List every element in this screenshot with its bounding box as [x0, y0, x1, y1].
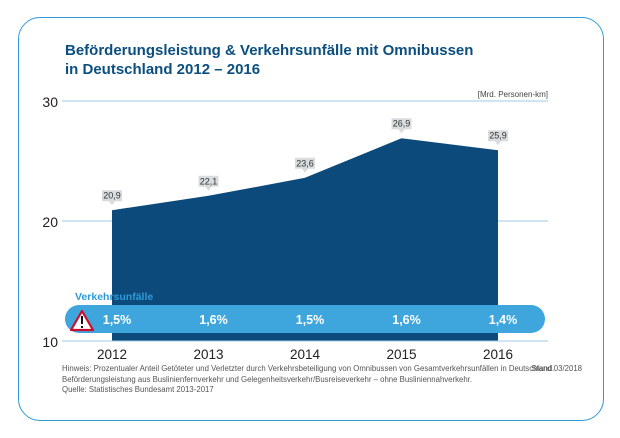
accident-band-bar: [65, 305, 545, 333]
x-tick-2013: 2013: [193, 347, 223, 362]
y-tick-10: 10: [42, 334, 58, 350]
x-tick-2015: 2015: [386, 347, 416, 362]
accident-band-label: Verkehrsunfälle: [75, 291, 153, 303]
accident-band: 1,5% 1,6% 1,5% 1,6% 1,4%: [65, 305, 545, 333]
value-label-2014: 23,6: [295, 157, 315, 173]
y-axis: 10 20 30: [42, 94, 58, 350]
value-label-bg: [488, 130, 508, 146]
value-label-bg: [102, 190, 122, 206]
value-label-2013: 22,1: [198, 175, 219, 191]
warning-mark: [81, 316, 83, 324]
chart-title-line-1: Beförderungsleistung & Verkehrsunfälle m…: [65, 42, 474, 59]
value-label-2015: 26,9: [391, 118, 412, 134]
value-label-text: 26,9: [393, 119, 411, 129]
x-tick-2012: 2012: [97, 347, 127, 362]
note-line-3: Quelle: Statistisches Bundesamt 2013-201…: [62, 385, 214, 394]
x-axis: 2012 2013 2014 2015 2016: [62, 340, 548, 362]
accident-pct-2015: 1,6%: [392, 313, 421, 327]
y-tick-30: 30: [42, 94, 58, 110]
y-tick-20: 20: [42, 214, 58, 230]
note-line-1: Hinweis: Prozentualer Anteil Getöteter u…: [62, 364, 555, 373]
value-label-text: 25,9: [489, 131, 507, 141]
unit-label: [Mrd. Personen-km]: [478, 90, 548, 99]
accident-pct-2013: 1,6%: [199, 313, 228, 327]
note-line-2: Beförderungsleistung aus Buslinienfernve…: [62, 374, 473, 384]
accident-pct-2016: 1,4%: [489, 313, 518, 327]
value-label-bg: [391, 118, 412, 134]
chart-title: Beförderungsleistung & Verkehrsunfälle m…: [65, 41, 473, 79]
x-tick-2014: 2014: [290, 347, 321, 362]
warning-dot: [81, 326, 83, 328]
value-labels: 20,9 22,1 23,6 26,9 25,9: [102, 118, 508, 206]
accident-pct-2012: 1,5%: [103, 313, 132, 327]
value-label-bg: [198, 175, 219, 191]
accident-pct-2014: 1,5%: [296, 313, 325, 327]
value-label-2012: 20,9: [102, 190, 122, 206]
value-label-2016: 25,9: [488, 130, 508, 146]
warning-icon: [69, 309, 95, 332]
value-label-text: 20,9: [103, 191, 121, 201]
value-label-text: 22,1: [200, 176, 218, 186]
value-label-bg: [295, 157, 315, 173]
area-series: [112, 138, 498, 341]
x-tick-2016: 2016: [483, 347, 513, 362]
chart-title-line-2: in Deutschland 2012 – 2016: [65, 61, 261, 78]
stand-date: Stand 03/2018: [531, 364, 582, 373]
value-label-text: 23,6: [296, 158, 314, 168]
footnotes: Hinweis: Prozentualer Anteil Getöteter u…: [62, 364, 582, 396]
